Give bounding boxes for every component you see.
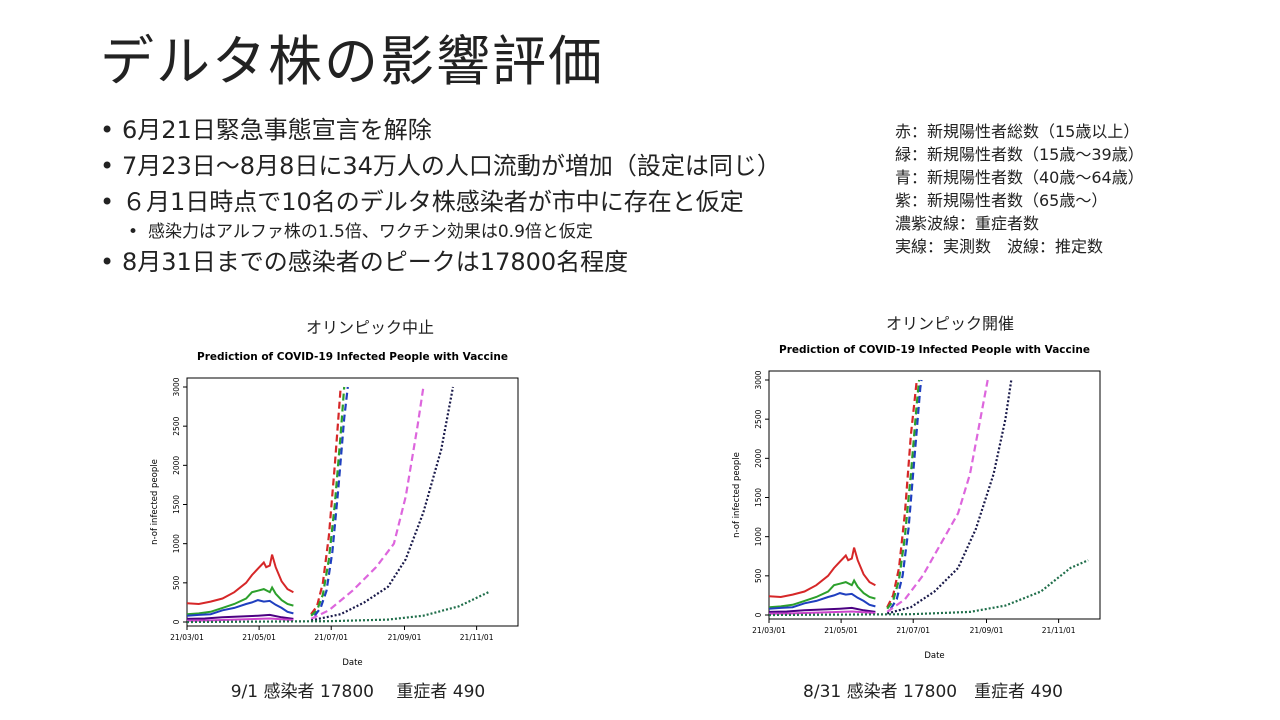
series-line-0: [769, 547, 876, 599]
series-line-4: [187, 617, 294, 622]
y-tick-label: 0: [172, 619, 181, 624]
x-tick-label: 21/05/01: [242, 633, 276, 642]
y-tick-label: 1500: [172, 495, 181, 514]
y-tick-label: 3000: [172, 377, 181, 396]
chart-title: Prediction of COVID-19 Infected People w…: [197, 351, 508, 363]
panel-caption-left: オリンピック中止: [305, 318, 434, 337]
chart-right: Prediction of COVID-19 Infected People w…: [722, 333, 1122, 672]
series-line-0: [187, 554, 294, 606]
x-tick-label: 21/07/01: [896, 626, 930, 635]
y-tick-label: 2000: [754, 449, 763, 468]
sub-bullet-item: 感染力はアルファ株の1.5倍、ワクチン効果は0.9倍と仮定: [100, 220, 781, 244]
x-tick-label: 21/07/01: [314, 633, 348, 642]
panel-footer-left: 9/1 感染者 17800 重症者 490: [230, 682, 486, 702]
plot-frame: [186, 377, 519, 627]
chart-right-svg: Prediction of COVID-19 Infected People w…: [732, 344, 1101, 661]
series-group: [187, 386, 489, 624]
series-line-2: [769, 592, 876, 610]
chart-left: Prediction of COVID-19 Infected People w…: [140, 340, 540, 679]
y-tick-label: 3000: [754, 370, 763, 389]
x-tick-label: 21/09/01: [388, 633, 422, 642]
series-group: [769, 379, 1089, 617]
legend-note: 紫：新規陽性者数（65歳～）: [895, 191, 1108, 210]
legend-note: 濃紫波線：重症者数: [895, 214, 1040, 233]
plot-frame: [768, 370, 1101, 620]
x-tick-label: 21/03/01: [752, 626, 786, 635]
bullet-item: ６月1日時点で10名のデルタ株感染者が市中に存在と仮定: [100, 184, 781, 220]
x-tick-label: 21/03/01: [170, 633, 204, 642]
y-tick-label: 500: [172, 575, 181, 590]
y-tick-label: 2500: [754, 409, 763, 428]
y-axis-label: n-of infected people: [732, 452, 742, 538]
y-axis-label: n-of infected people: [150, 459, 160, 545]
series-line-6: [310, 386, 346, 617]
series-line-1: [187, 585, 294, 616]
x-tick-label: 21/05/01: [824, 626, 858, 635]
bullet-item: 6月21日緊急事態宣言を解除: [100, 112, 781, 148]
chart-title: Prediction of COVID-19 Infected People w…: [779, 344, 1090, 356]
series-line-7: [889, 379, 923, 610]
legend-note: 青：新規陽性者数（40歳～64歳）: [895, 168, 1144, 187]
panel-caption-right: オリンピック開催: [885, 314, 1014, 333]
color-legend-notes: 赤：新規陽性者総数（15歳以上） 緑：新規陽性者数（15歳～39歳） 青：新規陽…: [895, 120, 1144, 258]
series-line-1: [769, 578, 876, 609]
series-line-5: [310, 386, 342, 615]
series-line-5: [886, 379, 918, 608]
x-tick-label: 21/11/01: [1042, 626, 1076, 635]
y-tick-label: 2500: [172, 416, 181, 435]
x-tick-label: 21/11/01: [460, 633, 494, 642]
x-axis-label: Date: [342, 658, 362, 668]
y-tick-label: 1500: [754, 488, 763, 507]
bullet-item: 7月23日～8月8日に34万人の人口流動が増加（設定は同じ）: [100, 148, 781, 184]
series-line-10: [187, 591, 489, 624]
series-line-4: [769, 610, 876, 615]
series-line-8: [886, 379, 989, 613]
bullet-item: 8月31日までの感染者のピークは17800名程度: [100, 244, 781, 280]
legend-note: 緑：新規陽性者数（15歳～39歳）: [895, 145, 1144, 164]
x-tick-label: 21/09/01: [970, 626, 1004, 635]
chart-left-svg: Prediction of COVID-19 Infected People w…: [150, 351, 519, 668]
bullet-list: 6月21日緊急事態宣言を解除 7月23日～8月8日に34万人の人口流動が増加（設…: [100, 112, 781, 280]
y-tick-label: 2000: [172, 456, 181, 475]
y-tick-label: 1000: [172, 534, 181, 553]
legend-note: 実線：実測数 波線：推定数: [895, 237, 1104, 256]
panel-footer-right: 8/31 感染者 17800 重症者 490: [803, 682, 1063, 702]
series-line-3: [769, 606, 876, 613]
y-tick-label: 1000: [754, 527, 763, 546]
series-line-8: [310, 386, 425, 620]
series-line-7: [313, 386, 349, 617]
slide-title: デルタ株の影響評価: [100, 30, 604, 93]
series-line-10: [769, 559, 1089, 617]
series-line-9: [886, 379, 1013, 615]
x-axis-label: Date: [924, 651, 944, 661]
series-line-2: [187, 599, 294, 617]
legend-note: 赤：新規陽性者総数（15歳以上）: [895, 122, 1140, 141]
y-tick-label: 500: [754, 568, 763, 583]
series-line-9: [310, 386, 455, 622]
series-line-3: [187, 613, 294, 620]
y-tick-label: 0: [754, 612, 763, 617]
